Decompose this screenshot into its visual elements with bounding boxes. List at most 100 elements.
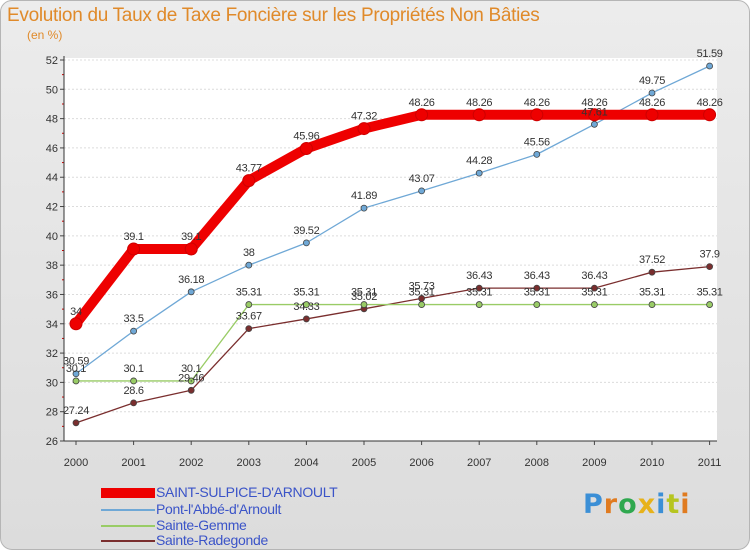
x-tick-label: 2008 [525, 457, 549, 469]
data-label: 35.31 [351, 287, 377, 299]
data-label: 33.67 [236, 311, 262, 323]
data-label: 44.28 [466, 155, 492, 167]
logo-letter: o [618, 489, 638, 520]
data-point [591, 284, 598, 292]
data-label: 28.6 [123, 385, 143, 397]
data-point [130, 377, 138, 385]
y-tick-label: 48 [46, 114, 58, 126]
data-label: 33.5 [123, 313, 143, 325]
data-point [415, 108, 429, 122]
legend-label: Sainte-Radegonde [156, 532, 268, 548]
legend-swatch [101, 488, 155, 498]
data-label: 45.96 [293, 131, 319, 143]
data-label: 30.1 [66, 363, 86, 375]
data-point [360, 301, 368, 308]
data-point [648, 301, 656, 308]
y-tick-label: 38 [46, 260, 58, 272]
legend-swatch [101, 540, 155, 542]
series-line [75, 303, 711, 382]
data-point [184, 242, 198, 256]
y-tick-label: 44 [46, 172, 58, 184]
data-label: 37.52 [639, 254, 665, 266]
data-label: 48.26 [524, 97, 550, 109]
logo-letter: i [680, 489, 691, 520]
legend-swatch [101, 509, 155, 511]
data-point [648, 89, 656, 97]
legend-label: Sainte-Gemme [156, 517, 247, 533]
data-point [127, 242, 141, 256]
data-label: 36.43 [466, 270, 492, 282]
data-label: 41.89 [351, 190, 377, 202]
data-point [187, 386, 195, 394]
data-label: 35.31 [639, 287, 665, 299]
data-point [418, 301, 426, 308]
data-point [591, 301, 598, 308]
x-tick-label: 2000 [64, 457, 88, 469]
data-label: 36.43 [524, 270, 550, 282]
x-tick-label: 2005 [352, 457, 376, 469]
data-point [530, 108, 544, 122]
data-point [72, 377, 80, 385]
data-label: 43.77 [236, 163, 262, 175]
data-label: 48.26 [581, 97, 607, 109]
y-tick-label: 36 [46, 289, 58, 301]
data-point [245, 301, 253, 308]
data-point [302, 301, 310, 308]
y-tick-label: 34 [46, 319, 58, 331]
data-label: 36.43 [581, 270, 607, 282]
data-label: 35.31 [236, 287, 262, 299]
logo-letter: x [637, 489, 657, 520]
chart-title: Evolution du Taux de Taxe Foncière sur l… [7, 5, 540, 26]
data-point [357, 122, 371, 136]
x-tick-label: 2009 [582, 457, 606, 469]
data-point [533, 284, 541, 292]
x-tick-label: 2004 [294, 457, 318, 469]
data-point [360, 204, 368, 212]
y-tick-label: 46 [46, 143, 58, 155]
data-label: 39.52 [293, 225, 319, 237]
legend-item: Pont-l'Abbé-d'Arnoult [101, 501, 401, 518]
x-tick-label: 2002 [179, 457, 203, 469]
data-point [242, 174, 256, 188]
data-label: 34 [70, 306, 82, 318]
data-point [299, 142, 313, 156]
y-tick-label: 42 [46, 202, 58, 214]
data-label: 49.75 [639, 75, 665, 87]
data-label: 30.59 [63, 356, 89, 368]
data-point [648, 268, 656, 276]
data-label: 48.26 [639, 97, 665, 109]
data-point [533, 150, 541, 158]
data-point [72, 370, 80, 378]
data-point [591, 120, 598, 128]
data-point [187, 377, 195, 385]
data-label: 38 [243, 247, 255, 259]
x-tick-label: 2010 [640, 457, 664, 469]
data-label: 35.31 [466, 287, 492, 299]
data-label: 35.31 [697, 287, 723, 299]
data-label: 47.32 [351, 111, 377, 123]
legend-swatch [101, 525, 155, 527]
logo-letter: t [666, 489, 681, 520]
data-point [302, 239, 310, 247]
x-tick-label: 2011 [698, 457, 722, 469]
data-label: 35.31 [524, 287, 550, 299]
data-point [418, 187, 426, 195]
data-label: 35.02 [351, 291, 377, 303]
logo-letter: i [656, 489, 667, 520]
data-point [706, 301, 713, 308]
data-label: 45.56 [524, 136, 550, 148]
data-point [187, 288, 195, 296]
logo-letter: P [583, 489, 604, 520]
data-point [130, 327, 138, 335]
y-tick-label: 52 [46, 55, 58, 67]
x-tick-label: 2007 [467, 457, 491, 469]
data-point [302, 315, 310, 323]
data-point [130, 399, 138, 407]
x-tick-label: 2001 [121, 457, 145, 469]
data-label: 37.9 [699, 249, 719, 261]
data-point [645, 108, 659, 122]
data-label: 39.1 [181, 231, 201, 243]
y-tick-label: 40 [46, 231, 58, 243]
data-label: 30.1 [123, 363, 143, 375]
